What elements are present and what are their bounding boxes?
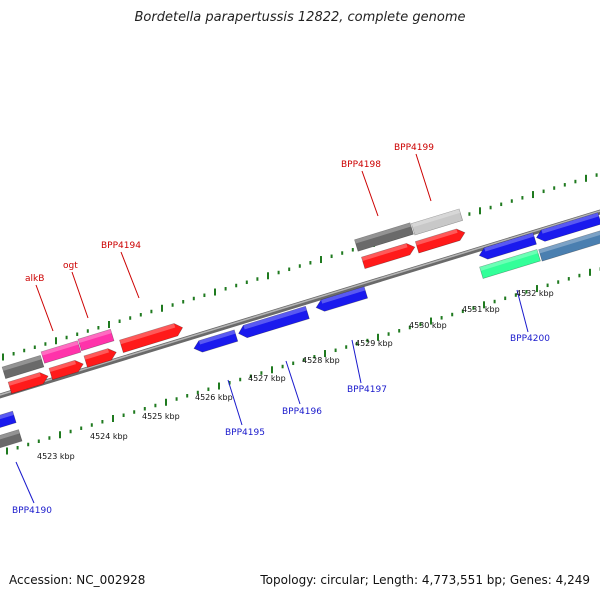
callout-bpp4190 [16, 462, 34, 503]
gene-block-alkb [41, 341, 81, 364]
gene-label-forward: alkB [25, 274, 44, 284]
callout-bpp4194 [121, 252, 139, 298]
tick-label: 4532 kbp [516, 289, 554, 298]
tick-label: 4523 kbp [37, 452, 75, 461]
label-layer: 4523 kbp 4524 kbp 4525 kbp 4526 kbp 4527… [12, 143, 554, 516]
callout-bpp4198 [362, 171, 378, 216]
tick-label: 4530 kbp [409, 321, 447, 330]
gene-block-ogt [78, 329, 114, 350]
gene-label-forward: BPP4199 [394, 143, 434, 153]
gene-label-forward: BPP4194 [101, 241, 141, 251]
tick-label: 4524 kbp [90, 432, 128, 441]
callout-ogt [72, 272, 88, 318]
callout-bpp4195 [228, 380, 242, 425]
tick-label: 4528 kbp [302, 356, 340, 365]
tick-label: 4525 kbp [142, 412, 180, 421]
gene-label-reverse: BPP4197 [347, 385, 387, 395]
gene-label-reverse: BPP4190 [12, 506, 52, 516]
gene-label-forward: BPP4198 [341, 160, 381, 170]
accession-text: Accession: NC_002928 [9, 573, 145, 587]
topology-text: Topology: circular; Length: 4,773,551 bp… [260, 573, 590, 587]
tick-label: 4531 kbp [462, 305, 500, 314]
gene-label-reverse: BPP4200 [510, 334, 550, 344]
tick-label: 4527 kbp [248, 374, 286, 383]
genome-backbone-line [0, 209, 600, 399]
callout-bpp4199 [416, 154, 431, 201]
gene-block-grey [0, 430, 22, 451]
callout-alkb [36, 285, 53, 331]
gene-label-forward: ogt [63, 261, 78, 271]
genome-map: 4523 kbp 4524 kbp 4525 kbp 4526 kbp 4527… [0, 0, 600, 600]
tick-label: 4526 kbp [195, 393, 233, 402]
gene-label-reverse: BPP4195 [225, 428, 265, 438]
gene-label-reverse: BPP4196 [282, 407, 322, 417]
gene-arrow-reverse [0, 411, 16, 431]
tick-label: 4529 kbp [355, 339, 393, 348]
callout-bpp4196 [286, 361, 300, 404]
